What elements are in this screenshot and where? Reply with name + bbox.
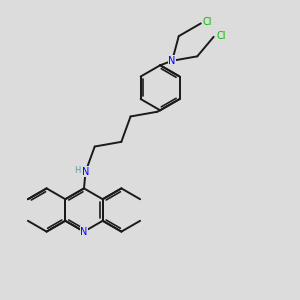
- Text: N: N: [82, 167, 89, 177]
- Text: H: H: [74, 166, 80, 175]
- Text: Cl: Cl: [203, 17, 212, 27]
- Text: N: N: [80, 226, 88, 237]
- Text: Cl: Cl: [217, 31, 226, 40]
- Text: N: N: [169, 56, 176, 66]
